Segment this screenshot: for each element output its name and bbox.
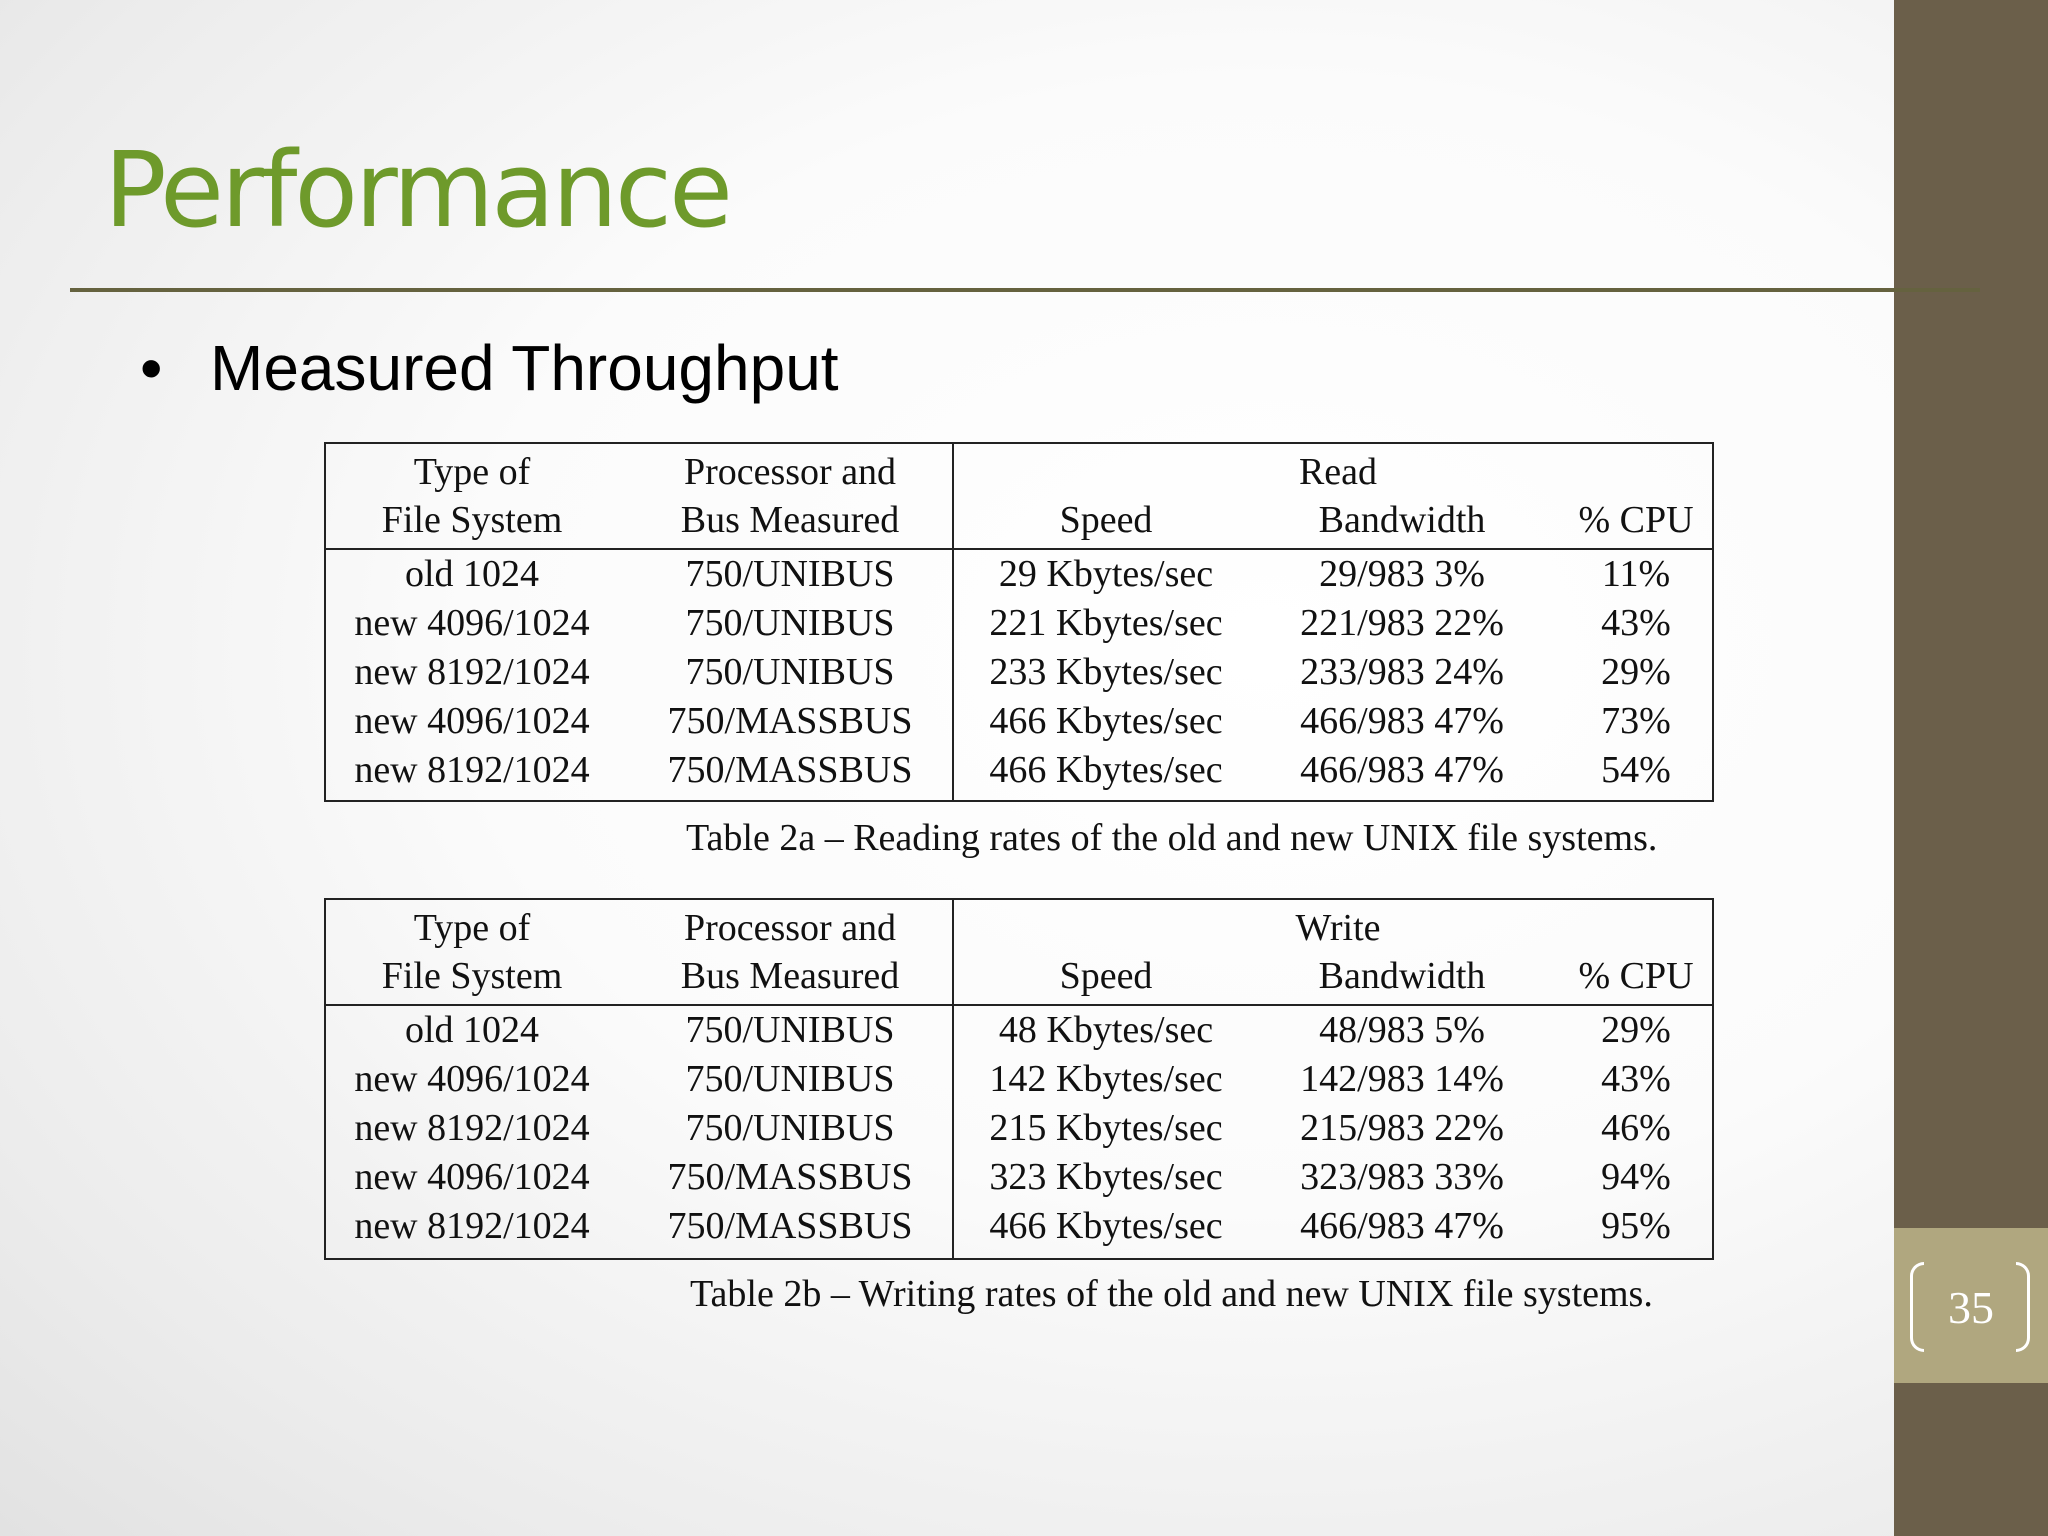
cell-speed: 466 Kbytes/sec	[989, 749, 1223, 791]
cell-cpu: 43%	[1601, 602, 1671, 644]
cell-bandwidth: 29/983 3%	[1319, 553, 1485, 595]
bullet-icon: •	[140, 332, 163, 404]
page-number-box	[1894, 1228, 2048, 1383]
cell-cpu: 29%	[1601, 1009, 1671, 1051]
cell-type: new 8192/1024	[354, 1205, 590, 1247]
cell-processor-bus: 750/MASSBUS	[667, 700, 913, 742]
cell-speed: 215 Kbytes/sec	[989, 1107, 1223, 1149]
header-type-line1: Type of	[413, 451, 531, 493]
cell-type: new 4096/1024	[354, 1058, 590, 1100]
header-type-line2: File System	[381, 499, 563, 541]
cell-type: new 4096/1024	[354, 602, 590, 644]
cell-processor-bus: 750/UNIBUS	[685, 553, 895, 595]
title-divider	[70, 288, 1980, 292]
bullet-text: Measured Throughput	[210, 332, 839, 404]
header-bandwidth: Bandwidth	[1318, 499, 1486, 541]
read-table-caption: Table 2a – Reading rates of the old and …	[686, 817, 1658, 859]
header-proc-line1: Processor and	[683, 451, 897, 493]
cell-speed: 221 Kbytes/sec	[989, 602, 1223, 644]
header-speed: Speed	[1059, 499, 1153, 541]
cell-type: new 8192/1024	[354, 1107, 590, 1149]
header-divider	[326, 548, 1712, 550]
header-type-line1: Type of	[413, 907, 531, 949]
header-divider	[326, 1004, 1712, 1006]
header-type-line2: File System	[381, 955, 563, 997]
column-divider	[952, 444, 954, 800]
cell-bandwidth: 215/983 22%	[1300, 1107, 1504, 1149]
cell-bandwidth: 233/983 24%	[1300, 651, 1504, 693]
header-speed: Speed	[1059, 955, 1153, 997]
cell-speed: 48 Kbytes/sec	[998, 1009, 1214, 1051]
cell-cpu: 29%	[1601, 651, 1671, 693]
cell-speed: 142 Kbytes/sec	[989, 1058, 1223, 1100]
cell-processor-bus: 750/MASSBUS	[667, 1205, 913, 1247]
header-bandwidth: Bandwidth	[1318, 955, 1486, 997]
cell-cpu: 54%	[1601, 749, 1671, 791]
page-number: 35	[1948, 1281, 1994, 1333]
cell-type: old 1024	[404, 553, 540, 595]
cell-processor-bus: 750/UNIBUS	[685, 602, 895, 644]
cell-bandwidth: 48/983 5%	[1319, 1009, 1485, 1051]
bullet-item: • Measured Throughput	[140, 336, 839, 400]
cell-bandwidth: 466/983 47%	[1300, 1205, 1504, 1247]
header-cpu: % CPU	[1578, 499, 1694, 541]
cell-processor-bus: 750/MASSBUS	[667, 1156, 913, 1198]
cell-processor-bus: 750/UNIBUS	[685, 1009, 895, 1051]
write-table-figure: Type of File System Processor and Bus Me…	[314, 898, 1734, 1318]
cell-type: old 1024	[404, 1009, 540, 1051]
header-group: Read	[1298, 451, 1378, 493]
left-brace-icon	[1910, 1262, 1924, 1352]
cell-type: new 4096/1024	[354, 700, 590, 742]
cell-type: new 8192/1024	[354, 749, 590, 791]
header-proc-line1: Processor and	[683, 907, 897, 949]
header-proc-line2: Bus Measured	[680, 955, 900, 997]
cell-speed: 466 Kbytes/sec	[989, 700, 1223, 742]
cell-cpu: 11%	[1601, 553, 1671, 595]
cell-cpu: 73%	[1601, 700, 1671, 742]
cell-bandwidth: 466/983 47%	[1300, 700, 1504, 742]
cell-type: new 4096/1024	[354, 1156, 590, 1198]
cell-bandwidth: 323/983 33%	[1300, 1156, 1504, 1198]
column-divider	[952, 900, 954, 1258]
cell-processor-bus: 750/MASSBUS	[667, 749, 913, 791]
cell-speed: 466 Kbytes/sec	[989, 1205, 1223, 1247]
header-cpu: % CPU	[1578, 955, 1694, 997]
write-table-caption: Table 2b – Writing rates of the old and …	[690, 1273, 1653, 1315]
cell-processor-bus: 750/UNIBUS	[685, 1107, 895, 1149]
write-table: Type of File System Processor and Bus Me…	[324, 898, 1714, 1260]
cell-cpu: 46%	[1601, 1107, 1671, 1149]
cell-bandwidth: 142/983 14%	[1300, 1058, 1504, 1100]
slide-title: Performance	[104, 129, 733, 251]
cell-cpu: 43%	[1601, 1058, 1671, 1100]
cell-cpu: 95%	[1601, 1205, 1671, 1247]
cell-processor-bus: 750/UNIBUS	[685, 1058, 895, 1100]
read-table: Type of File System Processor and Bus Me…	[324, 442, 1714, 802]
cell-bandwidth: 466/983 47%	[1300, 749, 1504, 791]
cell-cpu: 94%	[1601, 1156, 1671, 1198]
header-group: Write	[1295, 907, 1381, 949]
cell-speed: 29 Kbytes/sec	[998, 553, 1214, 595]
cell-bandwidth: 221/983 22%	[1300, 602, 1504, 644]
cell-speed: 233 Kbytes/sec	[989, 651, 1223, 693]
cell-speed: 323 Kbytes/sec	[989, 1156, 1223, 1198]
read-table-figure: Type of File System Processor and Bus Me…	[314, 442, 1734, 862]
cell-type: new 8192/1024	[354, 651, 590, 693]
cell-processor-bus: 750/UNIBUS	[685, 651, 895, 693]
header-proc-line2: Bus Measured	[680, 499, 900, 541]
